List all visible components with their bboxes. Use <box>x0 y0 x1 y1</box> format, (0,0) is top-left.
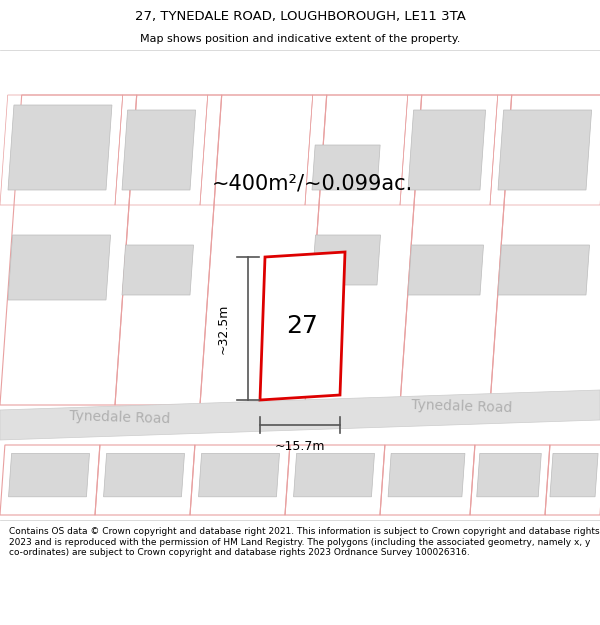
Text: Tynedale Road: Tynedale Road <box>69 409 171 426</box>
Polygon shape <box>8 105 112 190</box>
Text: ~15.7m: ~15.7m <box>275 439 325 452</box>
Polygon shape <box>293 453 374 497</box>
Text: 27: 27 <box>287 314 319 338</box>
Polygon shape <box>0 390 600 440</box>
Text: ~400m²/~0.099ac.: ~400m²/~0.099ac. <box>211 174 413 194</box>
Text: ~32.5m: ~32.5m <box>217 303 229 354</box>
Polygon shape <box>498 245 589 295</box>
Polygon shape <box>388 453 465 497</box>
Polygon shape <box>550 453 598 497</box>
Text: 27, TYNEDALE ROAD, LOUGHBOROUGH, LE11 3TA: 27, TYNEDALE ROAD, LOUGHBOROUGH, LE11 3T… <box>134 10 466 23</box>
Polygon shape <box>498 110 592 190</box>
Polygon shape <box>408 245 484 295</box>
Polygon shape <box>104 453 184 497</box>
Polygon shape <box>408 110 485 190</box>
Polygon shape <box>122 245 193 295</box>
Polygon shape <box>477 453 541 497</box>
Text: Contains OS data © Crown copyright and database right 2021. This information is : Contains OS data © Crown copyright and d… <box>9 528 599 557</box>
Polygon shape <box>8 453 89 497</box>
Polygon shape <box>312 235 380 285</box>
Polygon shape <box>122 110 196 190</box>
Polygon shape <box>312 145 380 190</box>
Polygon shape <box>8 235 110 300</box>
Text: Tynedale Road: Tynedale Road <box>411 398 513 415</box>
Text: Map shows position and indicative extent of the property.: Map shows position and indicative extent… <box>140 34 460 44</box>
Polygon shape <box>260 252 345 400</box>
Polygon shape <box>199 453 280 497</box>
